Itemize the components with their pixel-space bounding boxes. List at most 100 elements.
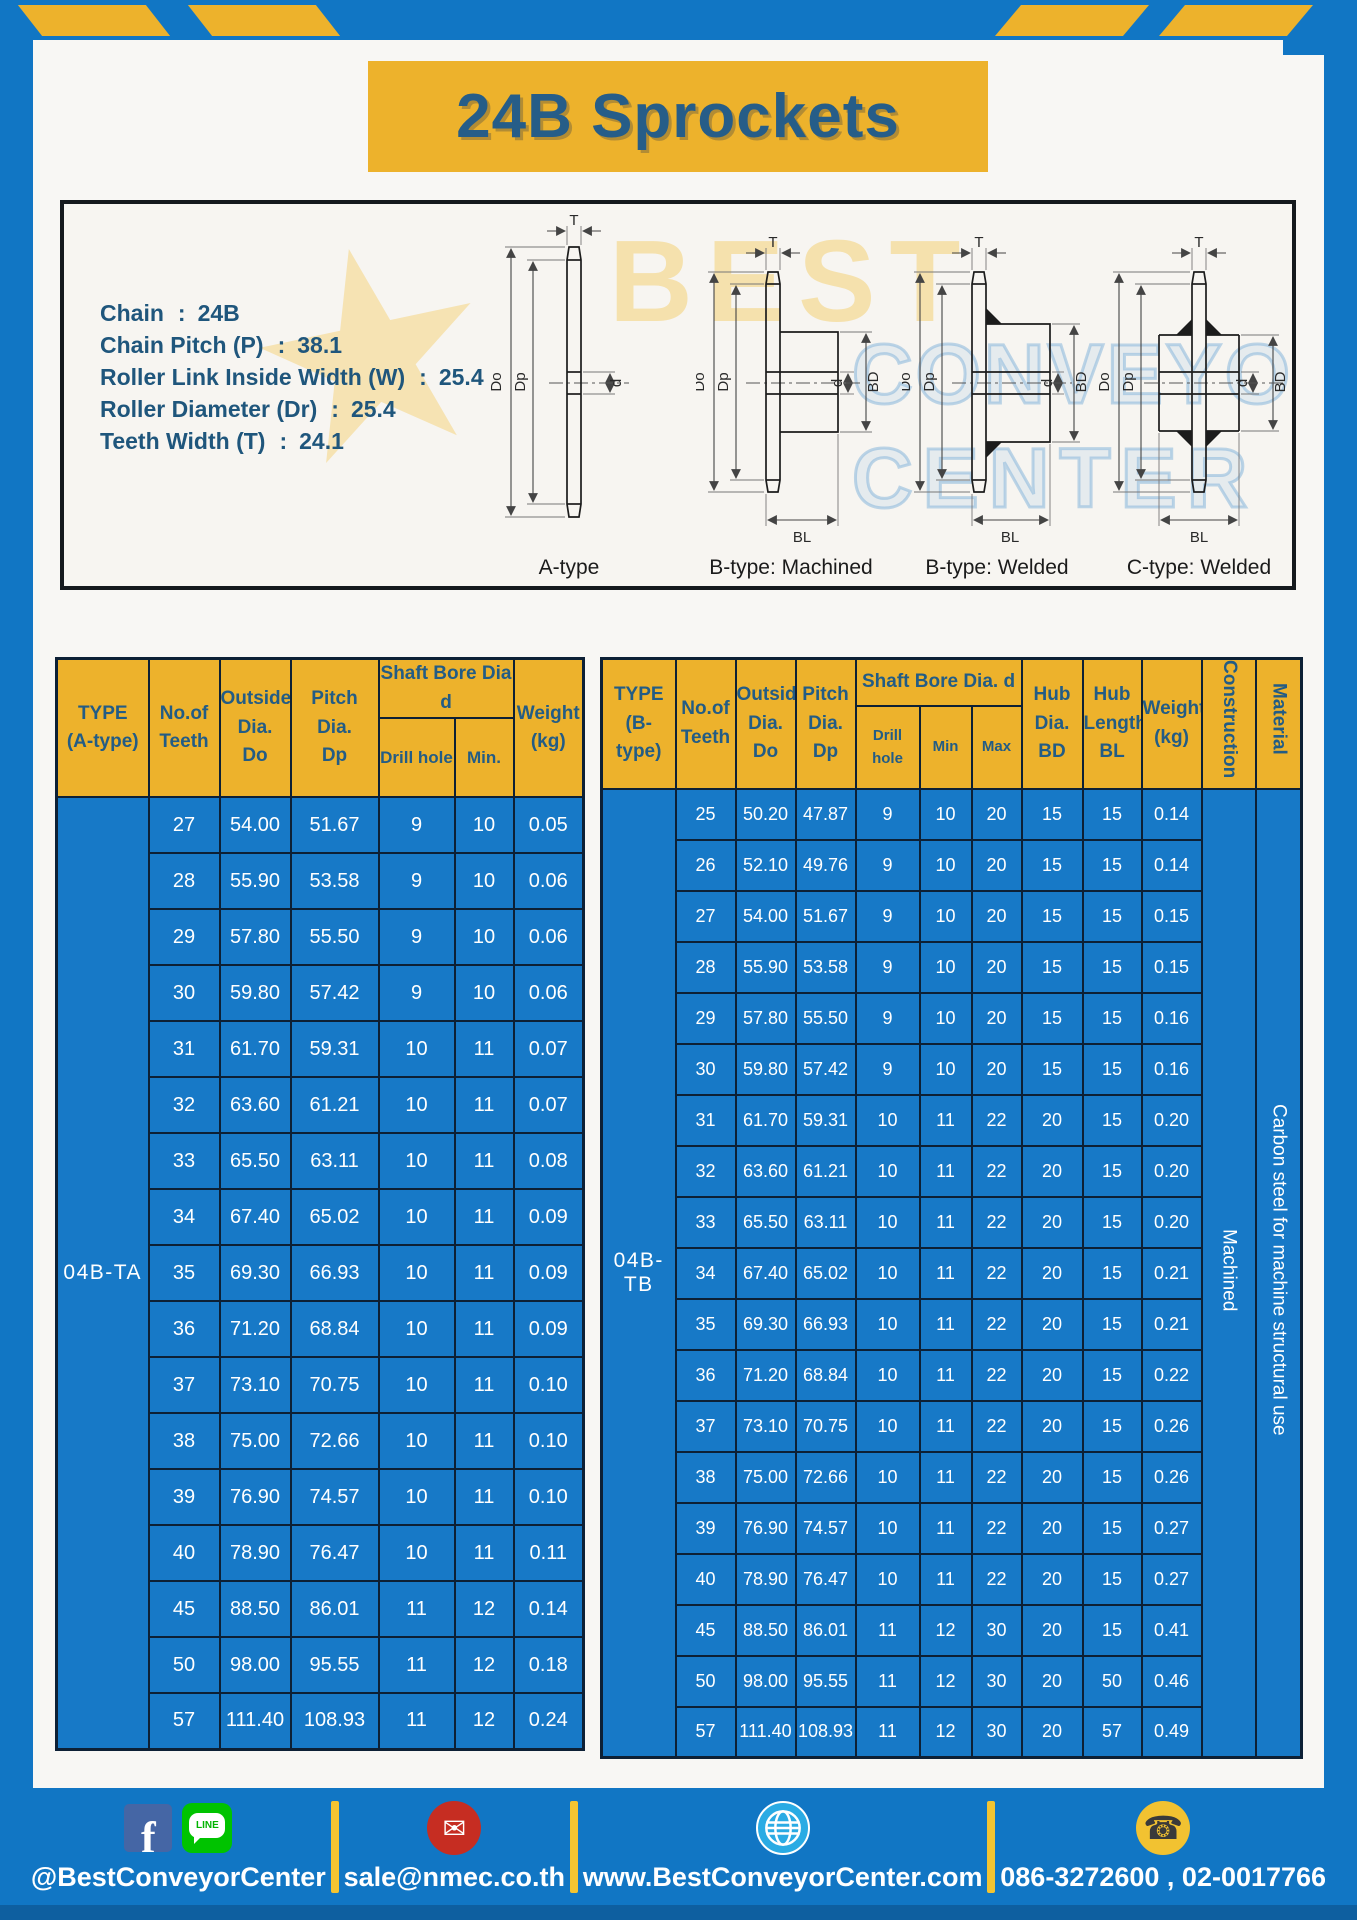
dim-label-do: Do xyxy=(1099,372,1113,391)
frame-step xyxy=(1283,40,1357,55)
table-cell: 0.20 xyxy=(1140,1144,1203,1198)
table-cell: 61.70 xyxy=(218,1020,292,1078)
table-cell: 40 xyxy=(147,1524,221,1582)
table-row: 31 61.70 59.31 10 11 0.07 xyxy=(57,1020,585,1078)
table-row: 57 111.40 108.93 11 12 30 20 57 0.49 xyxy=(602,1705,1302,1759)
table-cell: 61.21 xyxy=(794,1144,857,1198)
table-cell: 9 xyxy=(854,838,921,892)
table-cell: 30 xyxy=(147,964,221,1022)
table-cell: 15 xyxy=(1081,1144,1143,1198)
table-cell: 69.30 xyxy=(734,1297,797,1351)
table-cell: 26 xyxy=(674,838,737,892)
table-cell: 9 xyxy=(854,889,921,943)
spec-line: Roller Diameter (Dr):25.4 xyxy=(100,396,484,428)
table-row: 57 111.40 108.93 11 12 0.24 xyxy=(57,1692,585,1750)
table-cell: 0.49 xyxy=(1140,1705,1203,1759)
table-cell: 39 xyxy=(147,1468,221,1526)
table-row: 35 69.30 66.93 10 11 0.09 xyxy=(57,1244,585,1302)
table-cell: 0.11 xyxy=(512,1524,585,1582)
table-cell: 34 xyxy=(674,1246,737,1300)
table-cell: 57.42 xyxy=(794,1042,857,1096)
table-cell: 73.10 xyxy=(734,1399,797,1453)
footer-email: ✉ sale@nmec.co.th xyxy=(344,1800,565,1893)
col-header-max: Max xyxy=(970,705,1023,790)
table-cell: 10 xyxy=(918,991,973,1045)
table-cell: 20 xyxy=(970,940,1023,994)
table-cell: 10 xyxy=(854,1093,921,1147)
dim-label-d: d xyxy=(829,379,846,387)
table-row: 36 71.20 68.84 10 11 22 20 15 0.22 xyxy=(602,1348,1302,1402)
table-cell: 70.75 xyxy=(794,1399,857,1453)
table-cell: 11 xyxy=(918,1399,973,1453)
col-header-teeth: No.of Teeth xyxy=(674,657,737,790)
table-row: 45 88.50 86.01 11 12 30 20 15 0.41 xyxy=(602,1603,1302,1657)
table-cell: 15 xyxy=(1081,1603,1143,1657)
spec-colon: : xyxy=(331,396,339,422)
table-cell: 51.67 xyxy=(794,889,857,943)
table-row: 30 59.80 57.42 9 10 0.06 xyxy=(57,964,585,1022)
table-cell: 38 xyxy=(674,1450,737,1504)
table-cell: 11 xyxy=(453,1524,515,1582)
table-row: 29 57.80 55.50 9 10 20 15 15 0.16 xyxy=(602,991,1302,1045)
table-cell: 10 xyxy=(377,1244,456,1302)
table-cell: 20 xyxy=(1020,1552,1084,1606)
dim-label-t: T xyxy=(1194,234,1203,251)
table-cell: 76.47 xyxy=(794,1552,857,1606)
table-cell: 57 xyxy=(1081,1705,1143,1759)
email-icon: ✉ xyxy=(427,1801,482,1855)
spec-value: 25.4 xyxy=(350,396,396,422)
footer-bottom-strip xyxy=(0,1905,1357,1920)
table-cell: 11 xyxy=(918,1348,973,1402)
table-cell: 0.20 xyxy=(1140,1093,1203,1147)
table-cell: 0.06 xyxy=(512,908,585,966)
table-cell: 11 xyxy=(453,1076,515,1134)
table-cell: 9 xyxy=(854,940,921,994)
dim-label-bd: BD xyxy=(865,371,882,392)
table-cell: 52.10 xyxy=(734,838,797,892)
table-cell: 63.60 xyxy=(218,1076,292,1134)
footer-website-url: www.BestConveyorCenter.com xyxy=(582,1862,983,1892)
spec-value: 38.1 xyxy=(297,332,342,358)
table-cell: 11 xyxy=(918,1246,973,1300)
col-header-weight: Weight (kg) xyxy=(1140,657,1203,790)
table-row: 39 76.90 74.57 10 11 0.10 xyxy=(57,1468,585,1526)
dim-label-do: Do xyxy=(696,372,708,391)
table-cell: 11 xyxy=(918,1450,973,1504)
table-cell: 86.01 xyxy=(794,1603,857,1657)
table-cell: 22 xyxy=(970,1450,1023,1504)
table-cell: 11 xyxy=(918,1195,973,1249)
table-cell: 0.10 xyxy=(512,1412,585,1470)
table-row: 40 78.90 76.47 10 11 0.11 xyxy=(57,1524,585,1582)
table-cell: 55.90 xyxy=(734,940,797,994)
material-value: Carbon steel for machine structural use xyxy=(1254,787,1303,1759)
table-cell: 15 xyxy=(1020,991,1084,1045)
spec-line: Chain Pitch (P):38.1 xyxy=(100,332,484,364)
hazard-stripe xyxy=(1158,5,1314,36)
table-cell: 65.02 xyxy=(289,1188,380,1246)
table-row: 27 54.00 51.67 9 10 20 15 15 0.15 xyxy=(602,889,1302,943)
footer-row: f LINE @BestConveyorCenter ✉ sale@nmec.c… xyxy=(0,1788,1357,1905)
table-cell: 22 xyxy=(970,1399,1023,1453)
table-cell: 35 xyxy=(674,1297,737,1351)
table-cell: 57.80 xyxy=(218,908,292,966)
table-cell: 45 xyxy=(147,1580,221,1638)
table-cell: 108.93 xyxy=(289,1692,380,1750)
table-cell: 71.20 xyxy=(218,1300,292,1358)
table-cell: 65.50 xyxy=(218,1132,292,1190)
table-cell: 10 xyxy=(854,1246,921,1300)
table-cell: 10 xyxy=(377,1468,456,1526)
table-cell: 72.66 xyxy=(794,1450,857,1504)
table-cell: 0.26 xyxy=(1140,1450,1203,1504)
table-cell: 11 xyxy=(453,1412,515,1470)
table-cell: 20 xyxy=(1020,1195,1084,1249)
table-cell: 20 xyxy=(1020,1399,1084,1453)
table-cell: 20 xyxy=(1020,1654,1084,1708)
table-cell: 25 xyxy=(674,787,737,841)
table-cell: 15 xyxy=(1020,838,1084,892)
table-cell: 11 xyxy=(377,1692,456,1750)
table-cell: 15 xyxy=(1081,1246,1143,1300)
col-header-drill-hole: Drill hole xyxy=(854,705,921,790)
table-row: 37 73.10 70.75 10 11 0.10 xyxy=(57,1356,585,1414)
col-header-weight: Weight (kg) xyxy=(512,657,585,798)
table-cell: 20 xyxy=(1020,1705,1084,1759)
